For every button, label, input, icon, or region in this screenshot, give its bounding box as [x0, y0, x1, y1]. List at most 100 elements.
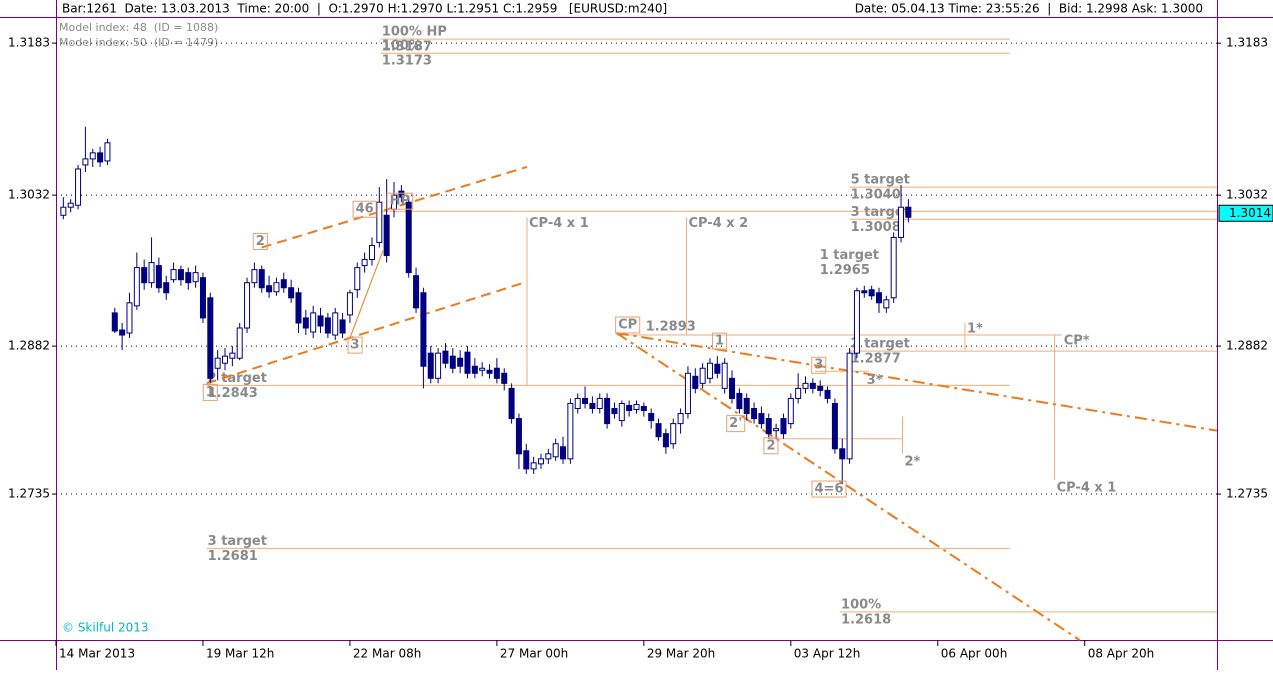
candle-body — [67, 202, 74, 208]
candle-body — [523, 450, 530, 470]
candle-body — [898, 206, 905, 238]
candle-body — [493, 367, 500, 379]
level-label: 5 target — [851, 173, 910, 188]
level-label: 1.2618 — [841, 612, 891, 627]
candle-body — [251, 269, 258, 284]
tag-box — [726, 415, 746, 433]
level-label: 3 target — [208, 534, 267, 549]
candle-body — [589, 402, 596, 410]
y-tick-label: 1.2735 — [1226, 487, 1268, 501]
candle-body — [302, 317, 309, 329]
candle-body — [611, 408, 618, 415]
candle-body — [567, 402, 574, 460]
candle-body — [471, 365, 478, 374]
tag-box — [386, 192, 414, 210]
candle-body — [185, 272, 192, 284]
candle-body — [457, 357, 464, 367]
candle-body — [141, 267, 148, 284]
candle-body — [662, 433, 669, 448]
candle-body — [435, 352, 442, 379]
header-right: Date: 05.04.13 Time: 23:55:26 | Bid: 1.2… — [855, 2, 1203, 16]
candle-body — [633, 403, 640, 411]
candle-body — [82, 158, 89, 166]
candle-body — [773, 428, 780, 432]
x-tick-label: 14 Mar 2013 — [59, 647, 135, 661]
tag-label: 3 — [814, 358, 823, 373]
vertical-label: CP-4 x 1 — [1057, 480, 1117, 495]
candle-body — [479, 367, 486, 371]
candle-body — [420, 292, 427, 367]
candle-body — [714, 363, 721, 374]
candle-body — [596, 397, 603, 410]
candle-body — [721, 362, 728, 389]
x-tick-label: 06 Apr 00h — [941, 647, 1008, 661]
candle-body — [677, 413, 684, 425]
candle-body — [192, 272, 199, 283]
candle-body — [442, 350, 449, 364]
candle-body — [346, 292, 353, 316]
candle-body — [692, 375, 699, 389]
candle-body — [743, 397, 750, 415]
candle-body — [133, 267, 140, 307]
candle-body — [89, 152, 96, 160]
tag-box — [202, 383, 218, 401]
x-tick-label: 19 Mar 12h — [206, 647, 274, 661]
candle-body — [530, 462, 537, 470]
candle-body — [787, 397, 794, 425]
last-price-label: 1.3014 — [1229, 206, 1271, 220]
candle-body — [729, 377, 736, 399]
candle-body — [317, 315, 324, 327]
candle-body — [905, 206, 912, 218]
candle-body — [170, 269, 177, 281]
tag-label: 1 — [206, 385, 215, 400]
candle-body — [288, 287, 295, 299]
x-tick-label: 22 Mar 08h — [353, 647, 421, 661]
model-note: Model index: 50 (ID = 1479) — [59, 36, 218, 49]
candle-body — [537, 458, 544, 465]
candle-body — [890, 236, 897, 299]
candle-body — [104, 142, 111, 162]
candle-body — [398, 190, 405, 198]
trend-line — [206, 280, 528, 385]
tag-box — [252, 232, 268, 250]
candle-body — [332, 312, 339, 336]
candle-body — [699, 367, 706, 384]
candle-body — [552, 443, 559, 458]
candle-body — [119, 329, 126, 336]
tag-label: 2 — [256, 234, 265, 249]
candle-body — [449, 355, 456, 369]
tag-box — [712, 332, 728, 350]
tag-box — [811, 356, 827, 374]
candle-body — [802, 382, 809, 389]
candle-body — [765, 418, 772, 435]
candle-body — [809, 382, 816, 389]
candle-body — [508, 387, 515, 420]
candle-body — [413, 275, 420, 309]
candle-body — [640, 405, 647, 412]
level-label: 100% HP — [382, 25, 447, 40]
level-label: 1.2681 — [208, 549, 258, 564]
candle-body — [795, 387, 802, 399]
y-tick-label: 1.3183 — [1226, 36, 1268, 50]
candle-body — [354, 267, 361, 291]
candle-body — [361, 259, 368, 267]
candle-body — [258, 269, 265, 289]
candle-body — [648, 413, 655, 422]
candle-body — [383, 214, 390, 257]
y-tick-label: 1.2882 — [1226, 339, 1268, 353]
candle-body — [207, 297, 214, 379]
y-tick-label: 1.3032 — [8, 188, 50, 202]
candle-body — [582, 397, 589, 404]
candle-body — [684, 372, 691, 415]
level-label: 1.2877 — [851, 352, 901, 367]
candle-body — [883, 299, 890, 309]
tag-label: CP* — [1064, 334, 1090, 349]
vertical-label: CP-4 x 1 — [529, 216, 589, 231]
level-label: 1.3008 — [851, 220, 901, 235]
candle-body — [155, 265, 162, 289]
candle-body — [427, 352, 434, 379]
level-label: 2 target — [208, 371, 267, 386]
copyright: © Skilful 2013 — [62, 621, 149, 635]
candle-body — [736, 392, 743, 410]
